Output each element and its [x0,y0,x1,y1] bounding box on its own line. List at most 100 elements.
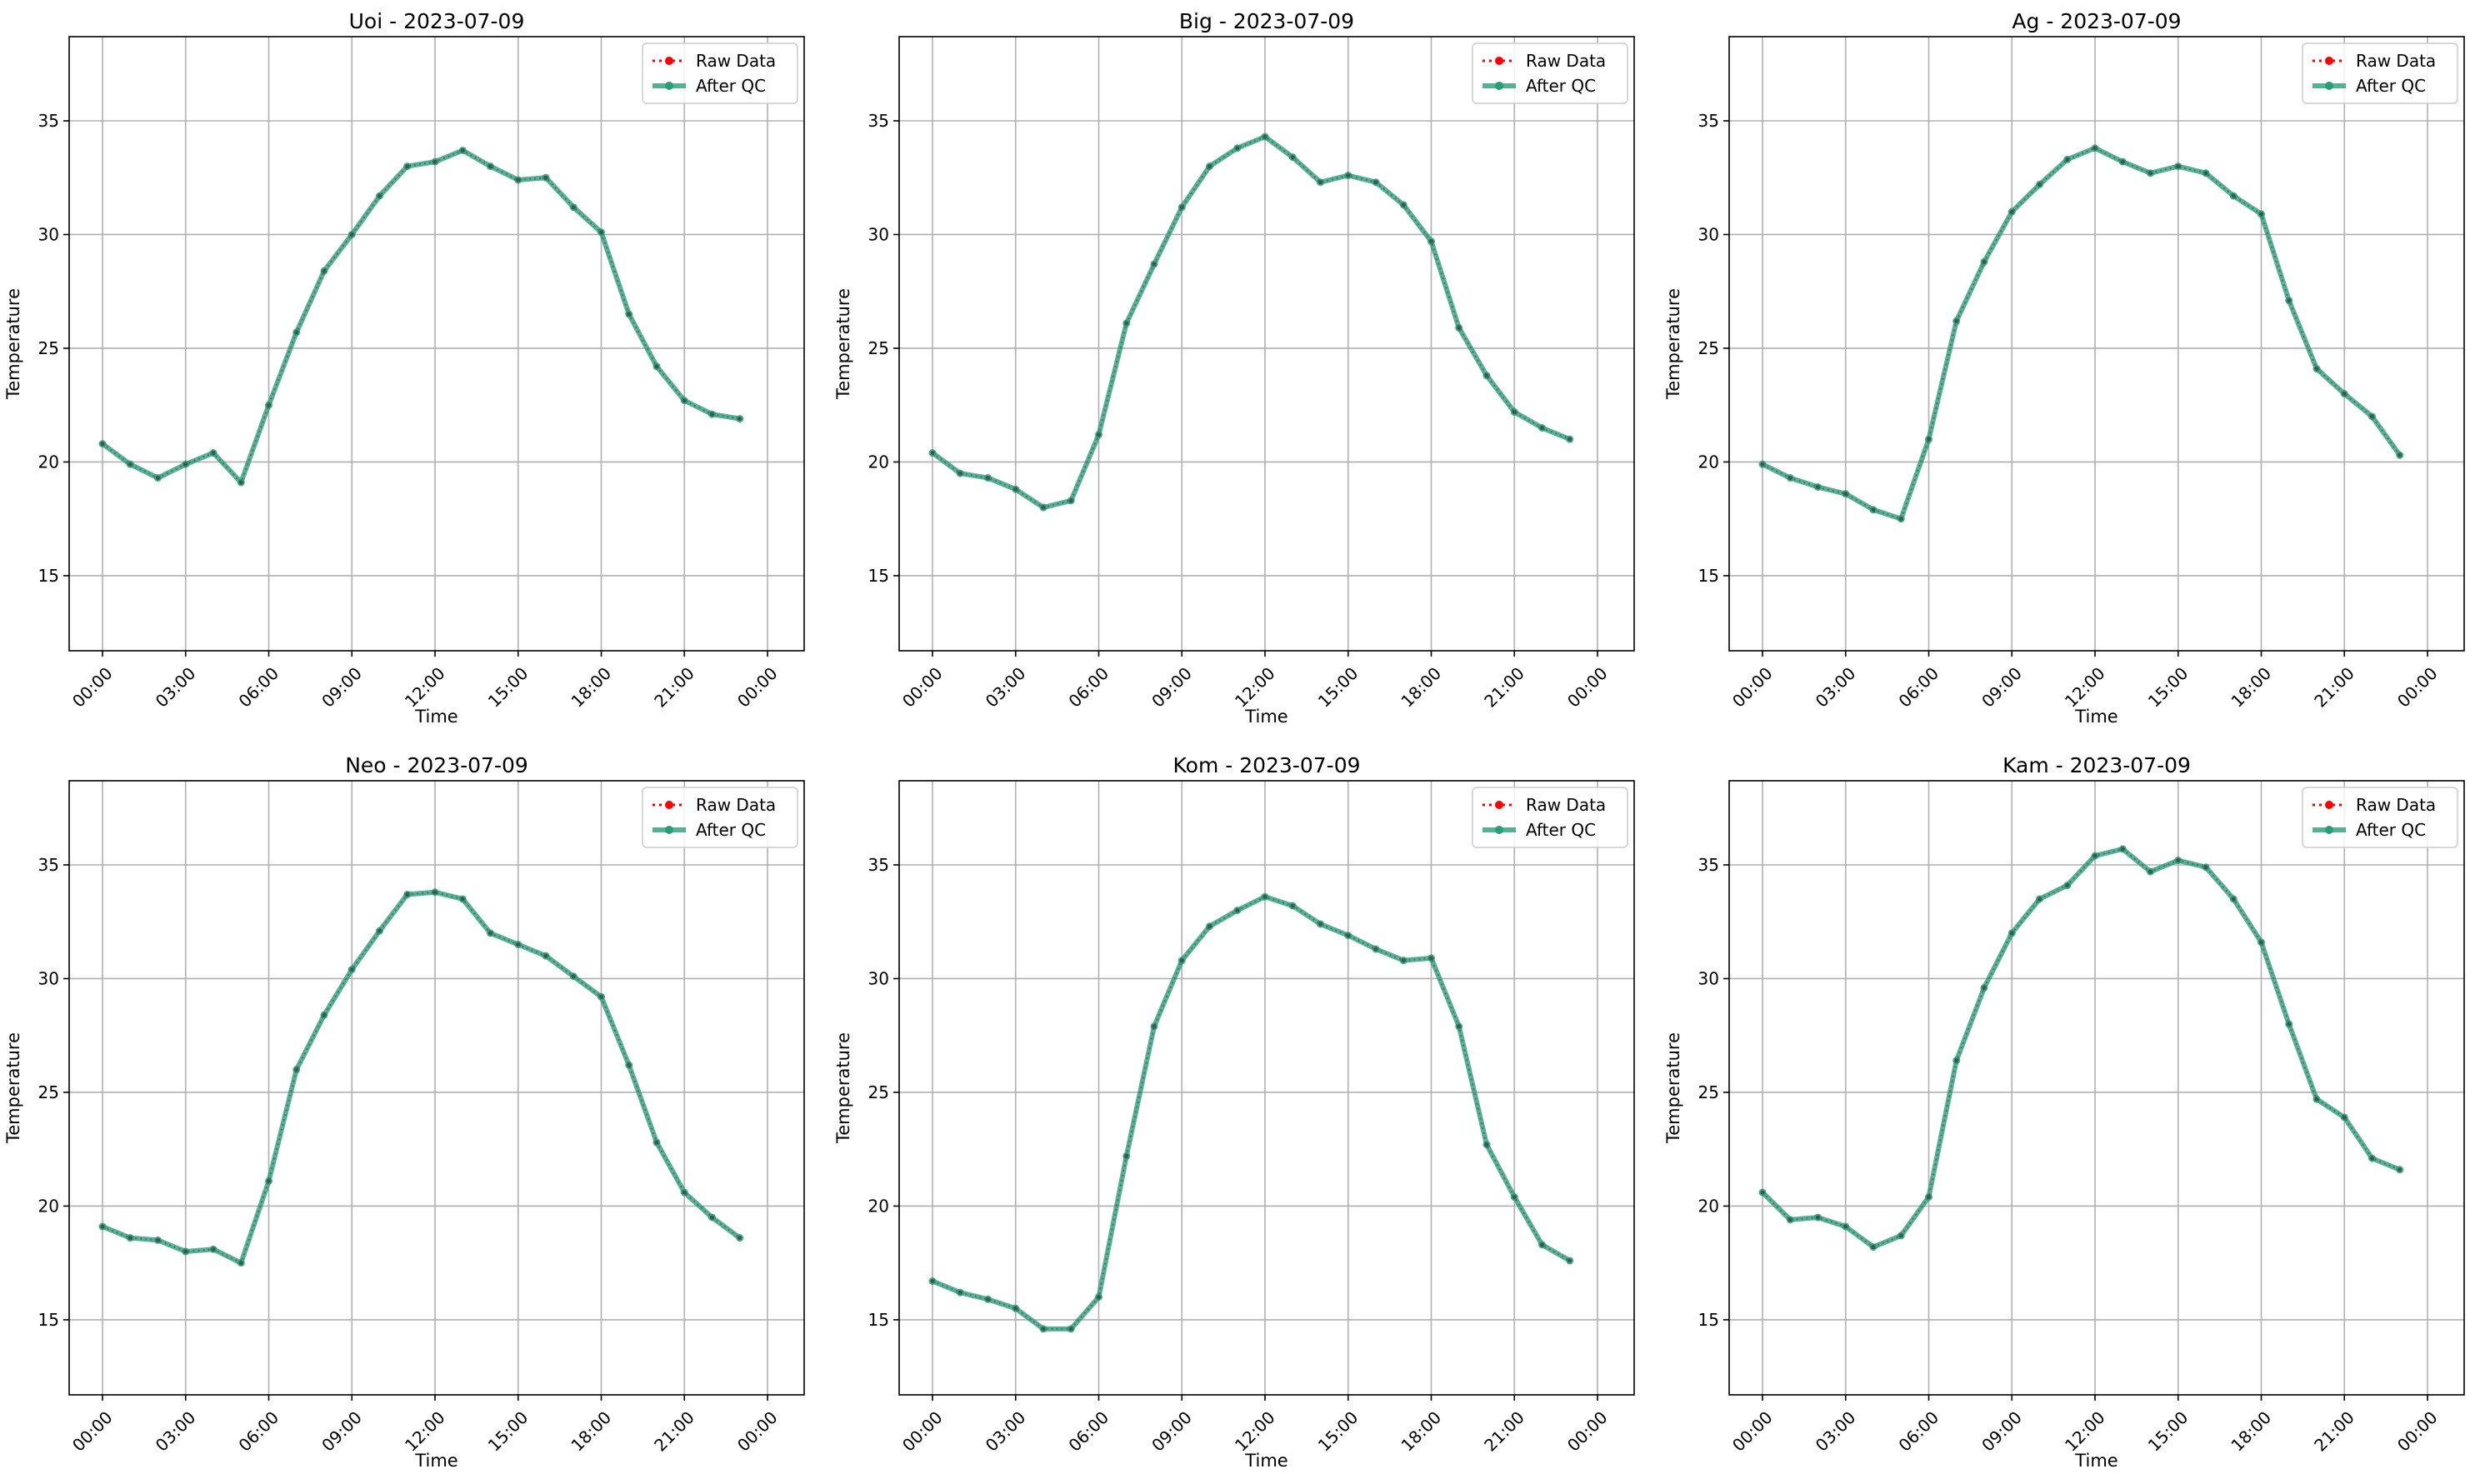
data-point-raw-data [1815,484,1821,490]
data-point-raw-data [128,462,132,467]
legend: Raw Data After QC [642,787,798,848]
y-axis-label: Temperature [1663,1032,1683,1144]
x-axis-label: Time [414,1451,458,1471]
data-point-raw-data [2120,847,2125,852]
y-tick-label: 25 [38,338,59,358]
y-tick-label: 20 [38,1196,59,1216]
data-point-raw-data [2314,1097,2319,1102]
legend-label-after-qc: After QC [1526,820,1596,840]
y-tick-label: 35 [868,111,889,131]
data-point-raw-data [930,1278,935,1284]
data-point-raw-data [1926,1194,1932,1200]
legend-marker-raw-data [1495,57,1503,65]
data-point-raw-data [1539,425,1545,431]
y-axis-label: Temperature [3,288,23,400]
data-point-raw-data [2398,1167,2402,1172]
data-point-raw-data [1346,933,1351,938]
data-point-raw-data [2258,212,2264,217]
y-tick-label: 35 [1698,111,1719,131]
data-point-raw-data [1318,922,1323,927]
y-tick-label: 20 [868,452,889,472]
data-point-raw-data [1428,956,1434,961]
data-point-raw-data [1346,172,1351,178]
x-tick-label: 21:00 [650,663,698,712]
legend-label-raw-data: Raw Data [696,795,776,815]
chart-title: Big - 2023-07-09 [1179,9,1354,33]
data-point-raw-data [1512,1194,1517,1200]
data-point-raw-data [266,402,272,407]
data-point-raw-data [183,462,188,467]
plot-area [69,781,804,1395]
legend-label-after-qc: After QC [2356,76,2426,96]
y-tick-label: 35 [868,855,889,875]
data-point-raw-data [322,268,327,273]
x-tick-label: 15:00 [484,663,532,712]
data-point-raw-data [682,398,687,403]
x-tick-label: 15:00 [2144,1407,2192,1456]
data-point-raw-data [349,232,354,237]
axes-frame [68,780,805,1396]
y-tick-label: 25 [1698,1082,1719,1102]
data-point-raw-data [1898,517,1903,522]
x-tick-label: 09:00 [1148,663,1196,712]
x-tick-label: 18:00 [2227,663,2275,712]
y-tick-label: 20 [868,1196,889,1216]
data-point-raw-data [543,953,548,958]
plot-area [1729,781,2464,1395]
data-point-raw-data [627,312,632,317]
x-tick-label: 06:00 [234,663,282,712]
plot-area [899,37,1634,651]
axes-frame [898,36,1635,652]
data-point-raw-data [985,475,991,481]
legend-label-raw-data: Raw Data [696,51,776,71]
data-point-raw-data [985,1297,991,1302]
legend-label-after-qc: After QC [1526,76,1596,96]
x-tick-label: 00:00 [2393,663,2442,712]
data-point-raw-data [1788,1217,1792,1222]
data-point-raw-data [654,1140,659,1145]
legend-label-after-qc: After QC [696,76,766,96]
data-point-raw-data [128,1236,132,1241]
x-tick-label: 00:00 [1728,1407,1777,1456]
data-point-raw-data [1179,958,1184,963]
data-point-raw-data [1013,487,1018,492]
data-point-raw-data [100,1224,105,1229]
x-tick-label: 12:00 [2061,663,2109,712]
subplot-2: 00:00 03:00 06:00 09:00 12:00 15:00 18:00 21:00… [833,9,1635,727]
chart-title: Kam - 2023-07-09 [2002,753,2191,777]
data-point-raw-data [2092,853,2098,858]
legend-marker-after-qc [2325,826,2333,834]
data-point-raw-data [2287,298,2292,303]
data-point-raw-data [1096,432,1102,437]
data-point-raw-data [1373,180,1378,185]
x-tick-label: 00:00 [1728,663,1777,712]
legend-label-raw-data: Raw Data [2356,795,2436,815]
data-point-raw-data [1179,205,1184,210]
data-point-raw-data [1207,163,1212,169]
data-point-raw-data [211,1247,216,1252]
data-point-raw-data [1013,1306,1018,1311]
data-point-raw-data [488,163,493,169]
data-point-raw-data [738,416,742,422]
data-point-raw-data [377,928,382,933]
axes-frame [1728,36,2465,652]
x-axis-label: Time [1244,1451,1288,1471]
legend-marker-raw-data [665,57,673,65]
x-axis-label: Time [2074,1451,2118,1471]
data-point-raw-data [516,942,521,947]
data-point-raw-data [1539,1242,1545,1247]
data-point-raw-data [1096,1295,1102,1300]
data-point-raw-data [571,205,576,210]
data-point-raw-data [682,1190,687,1195]
data-point-raw-data [1401,202,1406,207]
chart-title: Ag - 2023-07-09 [2012,9,2181,33]
data-point-raw-data [1152,262,1157,267]
legend: Raw Data After QC [2302,42,2458,104]
subplot-1: 00:00 03:00 06:00 09:00 12:00 15:00 18:00 21:00… [3,9,805,727]
axes-frame [1728,780,2465,1396]
data-point-raw-data [709,412,715,417]
data-point-raw-data [322,1012,327,1017]
data-point-raw-data [1512,409,1517,414]
axes-frame [68,36,805,652]
data-point-raw-data [1926,437,1932,442]
